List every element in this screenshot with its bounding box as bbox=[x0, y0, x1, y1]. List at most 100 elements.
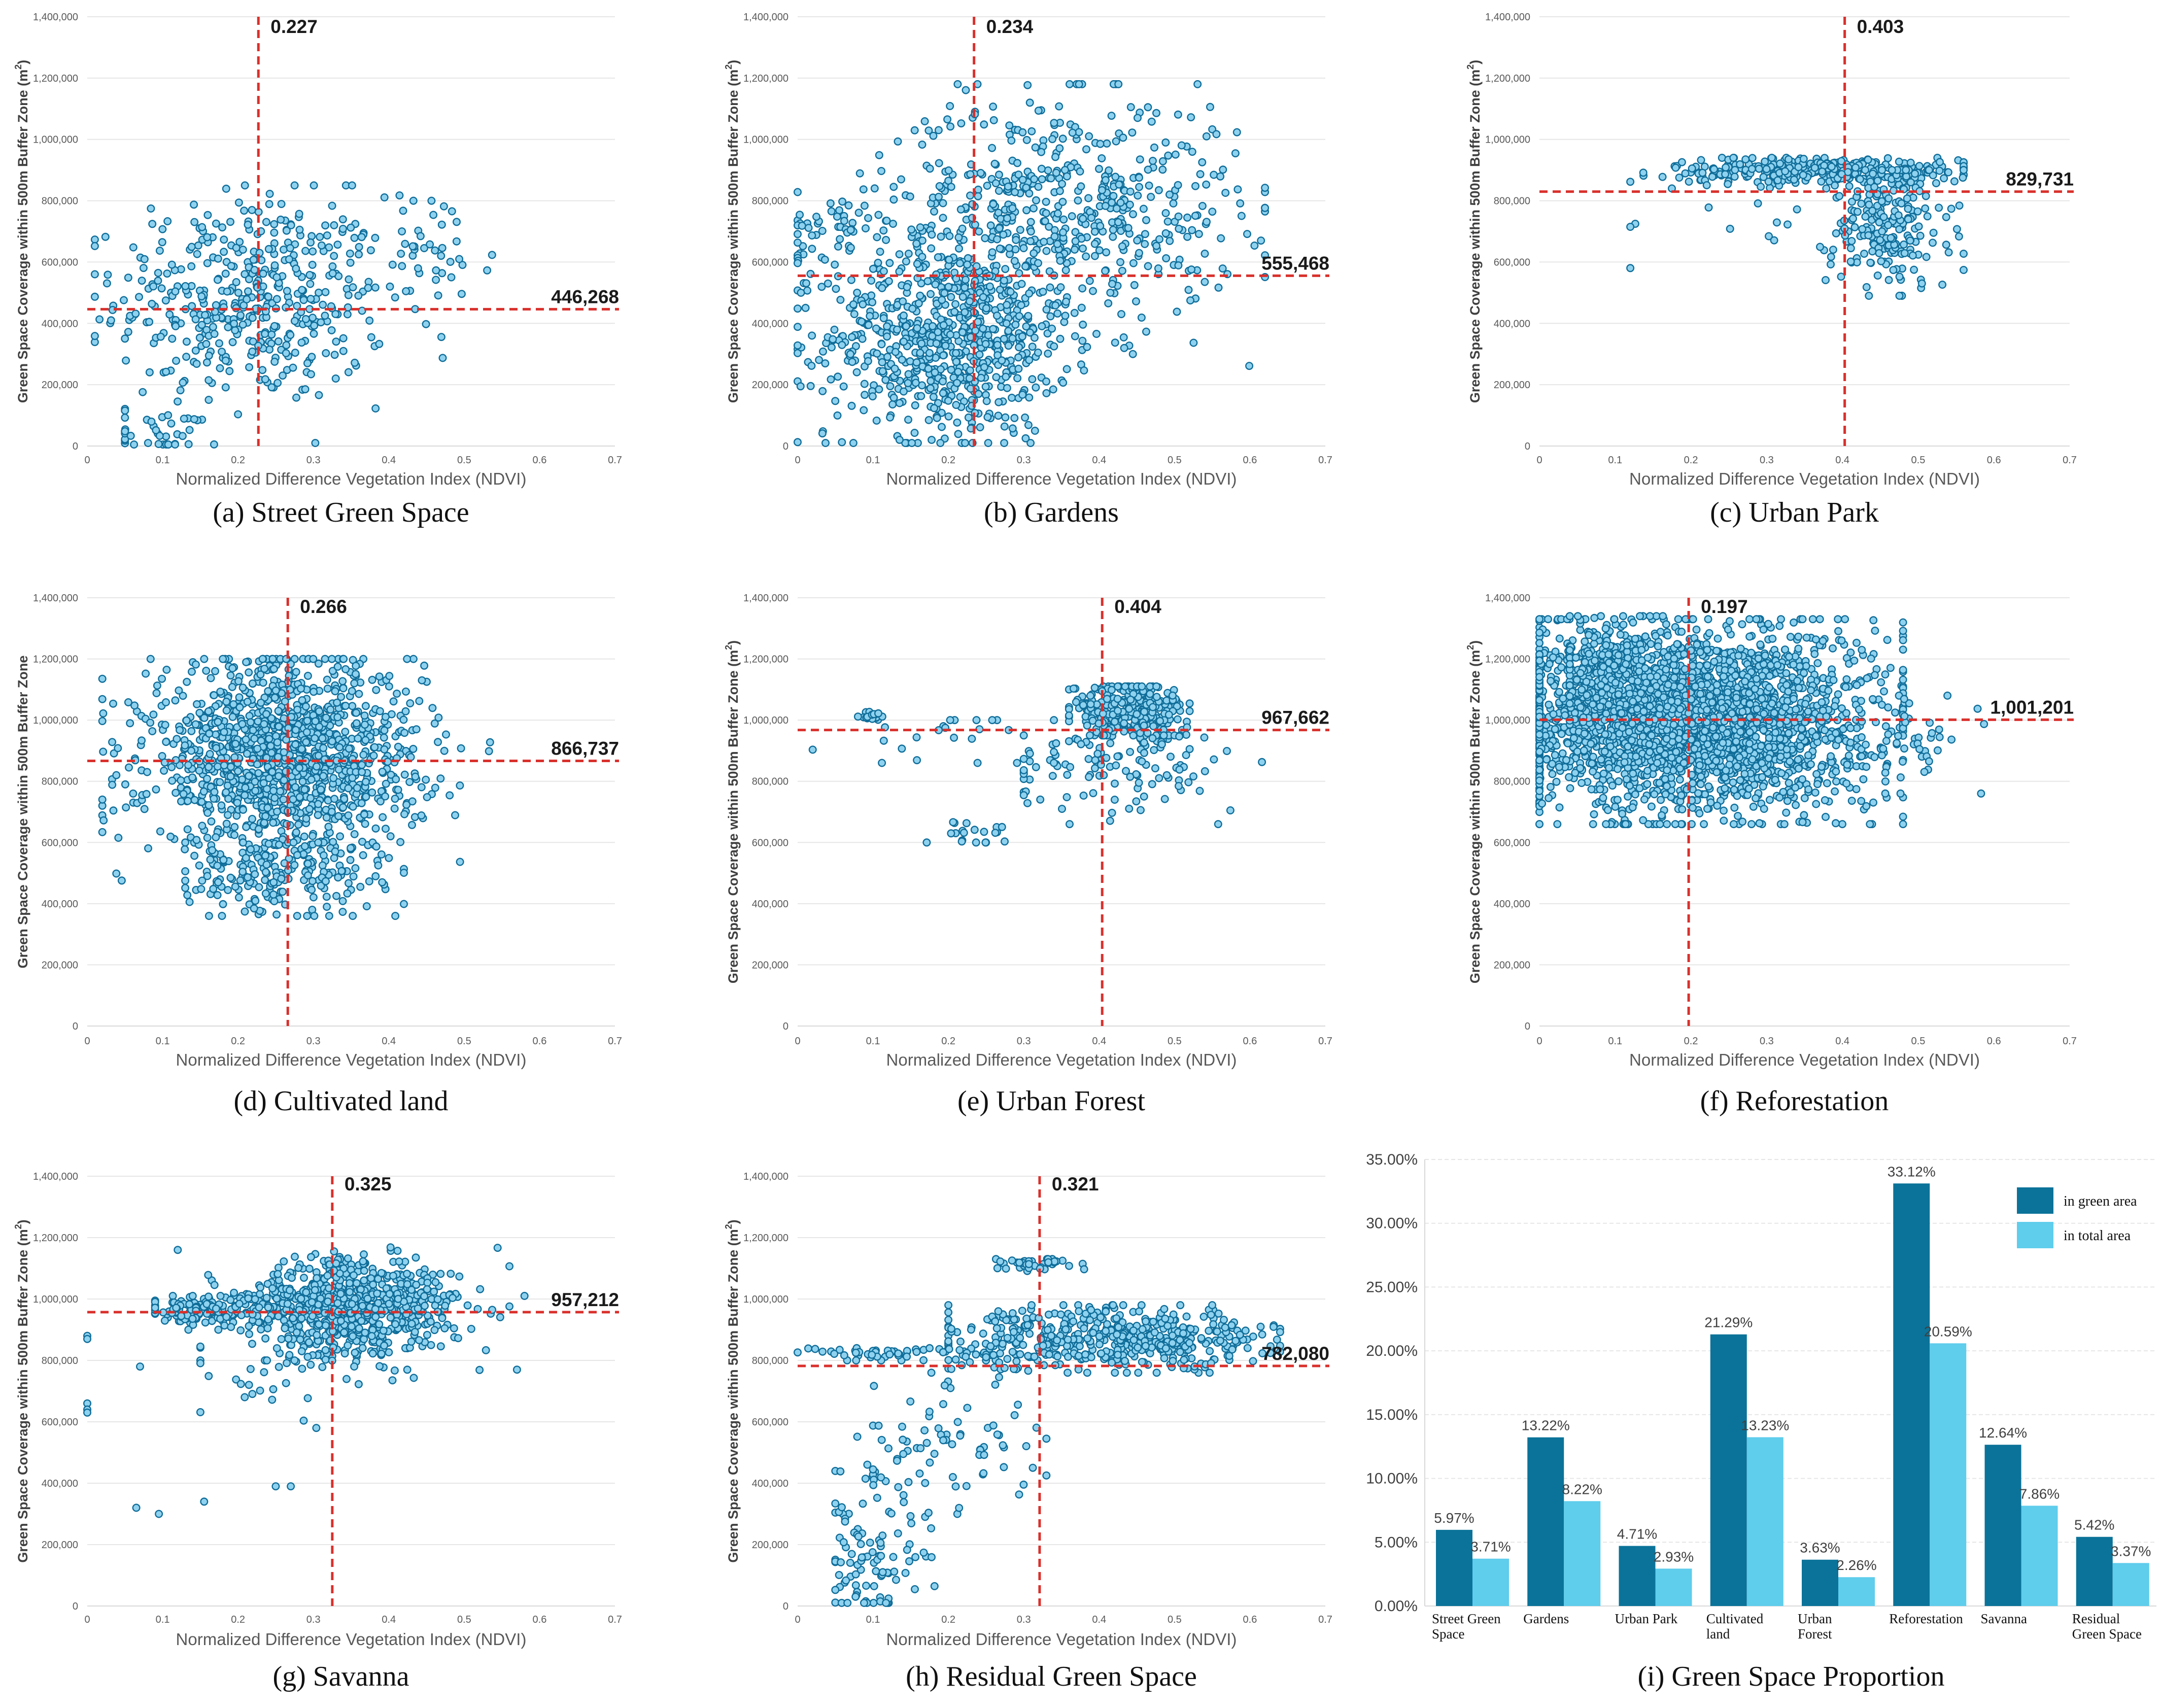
scatter-point bbox=[1040, 237, 1048, 246]
scatter-point bbox=[417, 783, 426, 792]
scatter-point bbox=[213, 891, 222, 899]
scatter-point bbox=[1008, 424, 1017, 433]
scatter-point bbox=[386, 832, 395, 841]
scatter-point bbox=[1910, 169, 1919, 178]
scatter-point bbox=[1212, 130, 1221, 139]
scatter-point bbox=[1065, 737, 1073, 745]
scatter-point bbox=[1106, 739, 1115, 747]
scatter-point bbox=[130, 701, 139, 710]
scatter-point bbox=[1011, 320, 1020, 329]
scatter-point bbox=[1042, 197, 1050, 206]
scatter-point bbox=[436, 774, 445, 783]
scatter-point bbox=[290, 861, 299, 869]
scatter-point bbox=[434, 738, 442, 746]
scatter-point bbox=[104, 270, 112, 279]
y-axis-title-text: Green Space Coverage within 500m Buffer … bbox=[726, 650, 741, 983]
scatter-point bbox=[1730, 173, 1739, 181]
scatter-point bbox=[910, 126, 919, 134]
scatter-point bbox=[236, 311, 245, 320]
scatter-point bbox=[1904, 215, 1912, 224]
scatter-point bbox=[958, 328, 967, 336]
scatter-point bbox=[1128, 350, 1137, 358]
scatter-point bbox=[834, 242, 842, 251]
scatter-point bbox=[200, 655, 209, 663]
scatter-point bbox=[231, 326, 239, 334]
scatter-point bbox=[1138, 682, 1146, 691]
scatter-point bbox=[167, 260, 176, 269]
scatter-point bbox=[158, 225, 167, 233]
scatter-point bbox=[1759, 173, 1768, 181]
x-axis-title: Normalized Difference Vegetation Index (… bbox=[176, 1050, 527, 1069]
scatter-point bbox=[1026, 237, 1035, 246]
scatter-point bbox=[242, 735, 250, 744]
scatter-point bbox=[1004, 327, 1013, 335]
scatter-point bbox=[1111, 173, 1120, 181]
y-tick-label: 600,000 bbox=[42, 837, 78, 848]
scatter-point bbox=[302, 814, 311, 823]
scatter-point bbox=[793, 304, 802, 313]
scatter-point bbox=[1200, 767, 1209, 775]
scatter-point bbox=[261, 330, 269, 338]
scatter-point bbox=[1214, 820, 1222, 829]
scatter-point bbox=[280, 776, 288, 784]
scatter-point bbox=[1014, 353, 1022, 362]
y-tick-label: 0 bbox=[73, 441, 78, 452]
x-tick-label: 0.7 bbox=[2063, 1036, 2077, 1047]
scatter-point bbox=[182, 337, 191, 346]
scatter-point bbox=[1164, 151, 1173, 160]
scatter-point bbox=[941, 341, 950, 350]
scatter-point bbox=[1935, 158, 1944, 166]
scatter-point bbox=[269, 818, 278, 827]
scatter-point bbox=[1942, 241, 1950, 249]
scatter-point bbox=[152, 785, 160, 794]
y-tick-label: 0 bbox=[1525, 441, 1530, 452]
scatter-point bbox=[1084, 773, 1093, 781]
scatter-point bbox=[241, 791, 249, 800]
scatter-point bbox=[148, 220, 157, 228]
scatter-point bbox=[1959, 166, 1968, 175]
scatter-point bbox=[1182, 750, 1190, 759]
scatter-point bbox=[1161, 209, 1170, 218]
scatter-point bbox=[158, 674, 166, 683]
scatter-point bbox=[308, 314, 317, 322]
x-tick-label: 0.1 bbox=[156, 1036, 170, 1047]
scatter-point bbox=[344, 291, 353, 299]
scatter-point bbox=[277, 874, 286, 883]
scatter-point bbox=[1011, 188, 1019, 196]
scatter-point bbox=[939, 389, 947, 397]
scatter-point bbox=[979, 324, 987, 333]
scatter-point bbox=[966, 170, 975, 179]
scatter-point bbox=[1038, 175, 1046, 184]
scatter-point bbox=[184, 440, 193, 449]
scatter-point bbox=[1183, 213, 1191, 222]
scatter-point bbox=[294, 821, 303, 829]
scatter-point bbox=[1014, 364, 1023, 373]
scatter-point bbox=[984, 439, 992, 448]
scatter-point bbox=[1075, 80, 1083, 88]
scatter-point bbox=[1110, 795, 1119, 804]
scatter-point bbox=[138, 736, 146, 745]
scatter-point bbox=[234, 893, 243, 902]
scatter-point bbox=[1152, 682, 1161, 691]
scatter-points bbox=[1626, 154, 1968, 300]
scatter-point bbox=[826, 199, 835, 208]
scatter-point bbox=[1173, 715, 1182, 724]
scatter-point bbox=[1886, 664, 1895, 672]
scatter-point bbox=[1101, 267, 1110, 276]
scatter-point bbox=[1041, 217, 1049, 225]
scatter-point bbox=[109, 699, 117, 708]
scatter-point bbox=[1048, 135, 1056, 144]
scatter-point bbox=[245, 711, 254, 720]
scatter-point bbox=[226, 772, 235, 781]
scatter-point bbox=[345, 879, 353, 887]
scatter-point bbox=[1024, 421, 1033, 429]
scatter-point bbox=[1032, 196, 1040, 204]
scatter-point bbox=[437, 220, 446, 229]
scatter-point bbox=[928, 230, 936, 239]
scatter-point bbox=[298, 286, 306, 294]
scatter-point bbox=[847, 276, 855, 284]
scatter-point bbox=[1897, 199, 1906, 208]
scatter-point bbox=[380, 726, 389, 735]
scatter-point bbox=[1087, 214, 1095, 222]
scatter-point bbox=[276, 787, 285, 796]
